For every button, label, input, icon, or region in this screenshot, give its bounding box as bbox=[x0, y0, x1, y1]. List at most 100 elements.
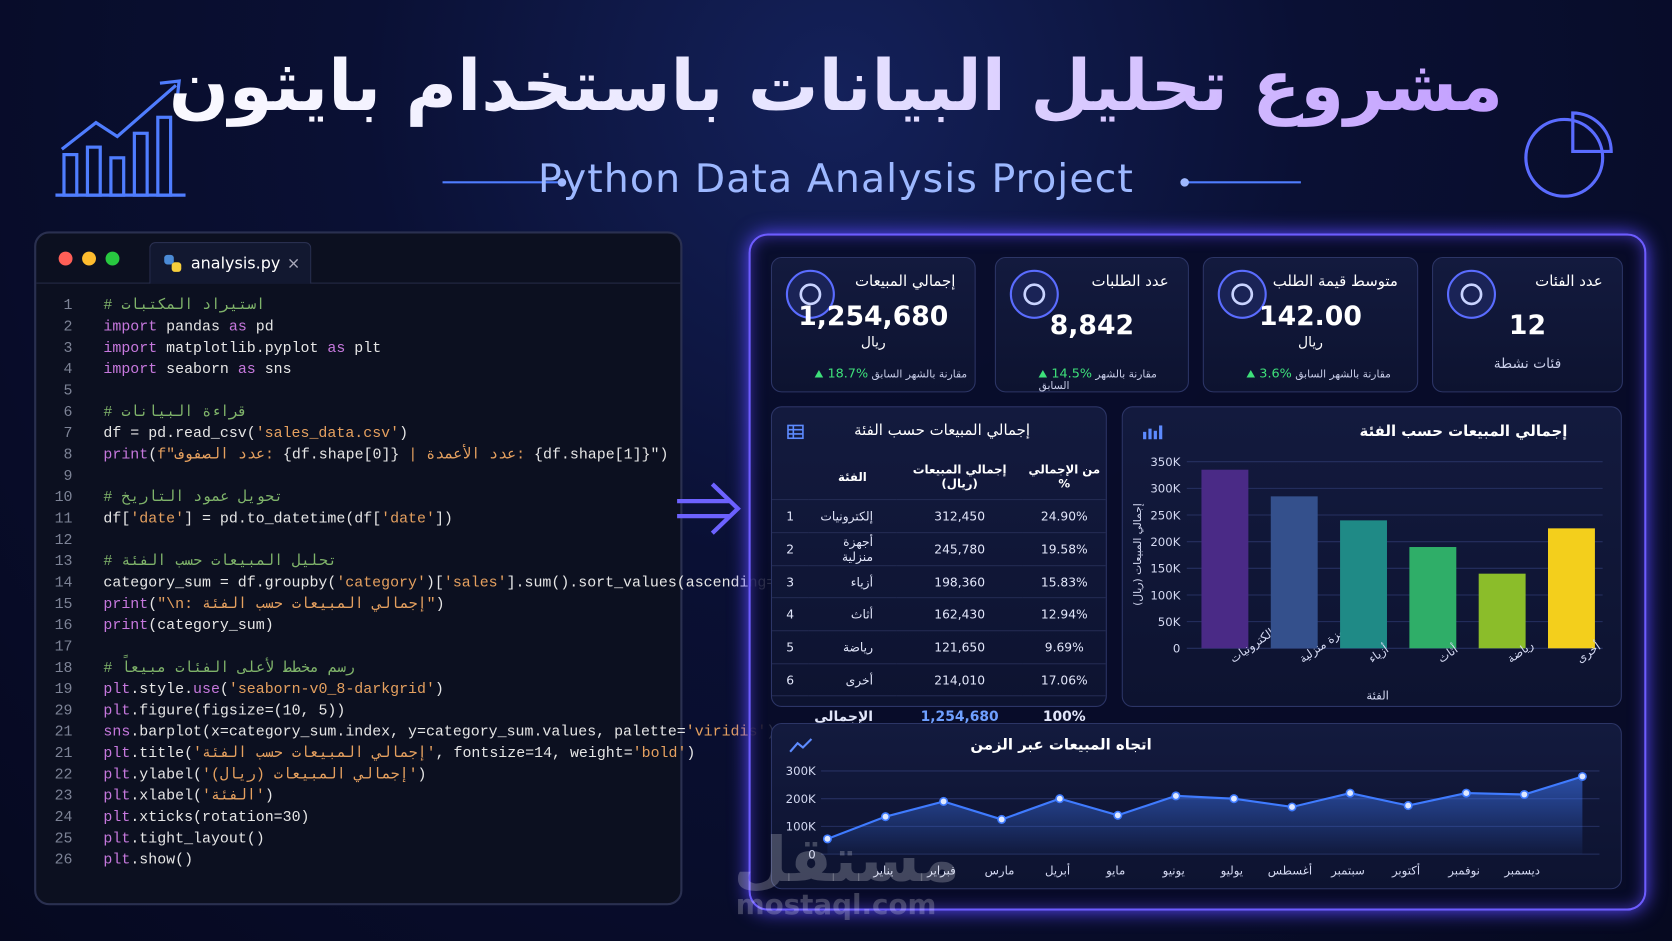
icon-glyph bbox=[1231, 283, 1254, 306]
kpi-card: عدد الفئات 12 فئات نشطة bbox=[1432, 256, 1623, 393]
code-text: df['date'] = pd.to_datetime(df['date']) bbox=[103, 509, 452, 530]
kpi-footer: فئات نشطة bbox=[1433, 356, 1622, 372]
kpi-icon bbox=[1446, 269, 1497, 319]
code-token: df = pd.read_csv( bbox=[103, 425, 256, 443]
code-line: 22 plt.ylabel('إجمالي المبيعات (ريال)') bbox=[36, 765, 782, 786]
code-token: )[ bbox=[425, 574, 444, 592]
code-token: ) bbox=[264, 787, 274, 806]
header-cell: من الإجمالي % bbox=[1028, 462, 1101, 491]
kpi-card: متوسط قيمة الطلب 142.00 ريال 3.6% مقارنة با… bbox=[1202, 256, 1419, 393]
table-cell: 214,010 bbox=[896, 662, 1023, 697]
line-number: 11 bbox=[54, 510, 73, 528]
table-cell: أزياء bbox=[808, 564, 897, 599]
code-line: 26 plt.show() bbox=[36, 850, 782, 871]
line-number: 9 bbox=[63, 468, 73, 486]
kpi-title: عدد الطلبات bbox=[1091, 272, 1169, 291]
code-token: plt bbox=[103, 745, 131, 763]
code-line: 3 import matplotlib.pyplot as plt bbox=[36, 338, 782, 359]
code-text: print(category_sum) bbox=[103, 615, 273, 636]
code-token: f"عدد الصفوف: bbox=[157, 446, 283, 464]
code-line: 18 # رسم مخطط لأعلى الفئات مبيعاً bbox=[36, 658, 782, 679]
line-number: 13 bbox=[54, 553, 73, 571]
code-token: # تحليل المبيعات حسب الفئة bbox=[103, 553, 337, 571]
table-row: 1 إلكترونيات 312,450 24.90% bbox=[772, 499, 1106, 533]
code-token: .ylabel( bbox=[130, 766, 202, 784]
code-token: # تحويل عمود التاريخ bbox=[103, 489, 284, 507]
table-cell: 198,360 bbox=[896, 564, 1023, 599]
code-token: 'sales_data.csv' bbox=[255, 425, 400, 443]
kpi-value: 1,254,680 bbox=[798, 300, 949, 332]
kpi-title: عدد الفئات bbox=[1535, 272, 1603, 291]
line-number: 16 bbox=[54, 617, 73, 635]
kpi-change: 3.6% bbox=[1259, 365, 1292, 381]
tab-bar: analysis.py × bbox=[36, 234, 681, 284]
code-line: 1 # استيراد المكتبات bbox=[36, 295, 782, 316]
kpi-unit: ريال bbox=[860, 334, 886, 351]
line-number: 25 bbox=[54, 830, 73, 848]
code-token: pandas bbox=[157, 318, 229, 336]
code-token: # استيراد المكتبات bbox=[103, 297, 266, 315]
code-token: import bbox=[103, 361, 158, 379]
table-row: 2 أجهزة منزلية 245,780 19.58% bbox=[772, 531, 1106, 566]
kpi-note: مقارنة بالشهر السابق bbox=[1038, 368, 1157, 393]
line-number: 18 bbox=[54, 660, 73, 678]
table-cell: 1 bbox=[772, 499, 809, 533]
line-number: 12 bbox=[54, 532, 73, 550]
window-maximize[interactable] bbox=[105, 251, 120, 266]
code-line: 24 plt.xticks(rotation=30) bbox=[36, 807, 782, 828]
window-close[interactable] bbox=[58, 251, 73, 266]
line-number: 8 bbox=[63, 446, 73, 464]
table-cell: 121,650 bbox=[896, 630, 1023, 664]
code-token: # قراءة البيانات bbox=[103, 404, 248, 422]
code-token: ]) bbox=[434, 510, 453, 528]
kpi-icon bbox=[785, 269, 835, 319]
up-arrow bbox=[1038, 370, 1048, 378]
page-subtitle: Python Data Analysis Project bbox=[537, 155, 1134, 202]
table-cell: أجهزة منزلية bbox=[808, 531, 897, 566]
tab-close[interactable]: × bbox=[286, 253, 301, 273]
kpi-card: إجمالي المبيعات 1,254,680 ريال 18.7% مقارنة… bbox=[770, 256, 976, 393]
line-number: 24 bbox=[54, 809, 73, 827]
code-token: plt bbox=[103, 681, 131, 699]
code-token: ) bbox=[686, 745, 696, 763]
code-token: ) bbox=[434, 681, 444, 699]
file-name: analysis.py bbox=[190, 253, 281, 273]
icon-glyph bbox=[1023, 283, 1046, 306]
code-line: 6 # قراءة البيانات bbox=[36, 402, 782, 423]
table-cell: إلكترونيات bbox=[808, 499, 897, 533]
kpi-value: 8,842 bbox=[1049, 309, 1135, 341]
code-token: ) bbox=[417, 766, 427, 784]
code-token: use bbox=[193, 681, 220, 699]
code-token: ( bbox=[219, 681, 229, 699]
trend-icon bbox=[789, 738, 813, 753]
code-token: .xlabel( bbox=[130, 787, 202, 806]
line-number: 7 bbox=[63, 425, 73, 443]
code-token: print bbox=[103, 617, 149, 635]
table-row: 4 أثاث 162,430 12.94% bbox=[772, 597, 1106, 631]
code-text: plt.figure(figsize=(10, 5)) bbox=[103, 701, 345, 722]
code-line: 29 plt.figure(figsize=(10, 5)) bbox=[36, 701, 782, 722]
code-token: plt bbox=[103, 809, 131, 827]
line-number: 1 bbox=[63, 297, 73, 315]
pie-icon bbox=[1524, 111, 1613, 198]
table-cell: 312,450 bbox=[896, 499, 1023, 533]
kpi-change: 18.7% bbox=[827, 365, 869, 381]
line-number: 19 bbox=[54, 681, 73, 699]
code-token: print bbox=[103, 446, 149, 464]
code-token: print bbox=[103, 596, 149, 614]
code-token: plt bbox=[103, 702, 131, 720]
code-text: import matplotlib.pyplot as plt bbox=[103, 338, 381, 359]
up-arrow bbox=[1246, 370, 1256, 378]
code-text: # قراءة البيانات bbox=[103, 402, 247, 423]
kpi-icon bbox=[1217, 269, 1267, 319]
code-line: 7 df = pd.read_csv('sales_data.csv') bbox=[36, 423, 782, 444]
line-number: 5 bbox=[63, 382, 73, 400]
page-title: مشروع تحليل البيانات باستخدام بايثون bbox=[0, 45, 1672, 127]
kpi-change: 14.5% bbox=[1051, 365, 1093, 381]
code-token: 'seaborn-v0_8-darkgrid' bbox=[228, 681, 435, 699]
file-tab[interactable]: analysis.py × bbox=[149, 242, 312, 284]
kpi-title: إجمالي المبيعات bbox=[854, 272, 956, 291]
code-line: 21 plt.title('إجمالي المبيعات حسب الفئة',… bbox=[36, 743, 782, 764]
window-minimize[interactable] bbox=[82, 251, 96, 266]
